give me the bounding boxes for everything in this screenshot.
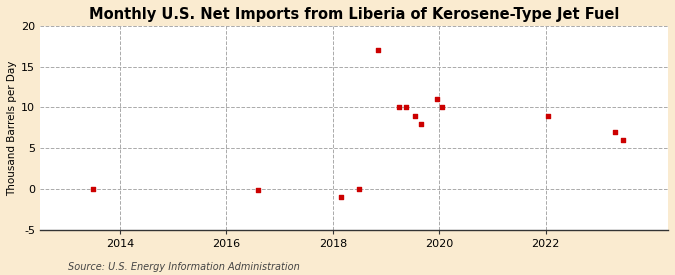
Y-axis label: Thousand Barrels per Day: Thousand Barrels per Day xyxy=(7,60,17,196)
Point xyxy=(401,105,412,110)
Text: Source: U.S. Energy Information Administration: Source: U.S. Energy Information Administ… xyxy=(68,262,299,272)
Point xyxy=(253,188,264,192)
Point xyxy=(354,187,364,191)
Point xyxy=(543,113,554,118)
Point xyxy=(610,130,620,134)
Point xyxy=(373,48,383,53)
Title: Monthly U.S. Net Imports from Liberia of Kerosene-Type Jet Fuel: Monthly U.S. Net Imports from Liberia of… xyxy=(89,7,619,22)
Point xyxy=(410,113,421,118)
Point xyxy=(437,105,448,110)
Point xyxy=(88,187,99,191)
Point xyxy=(394,105,405,110)
Point xyxy=(618,138,628,142)
Point xyxy=(335,195,346,199)
Point xyxy=(431,97,442,101)
Point xyxy=(415,122,426,126)
